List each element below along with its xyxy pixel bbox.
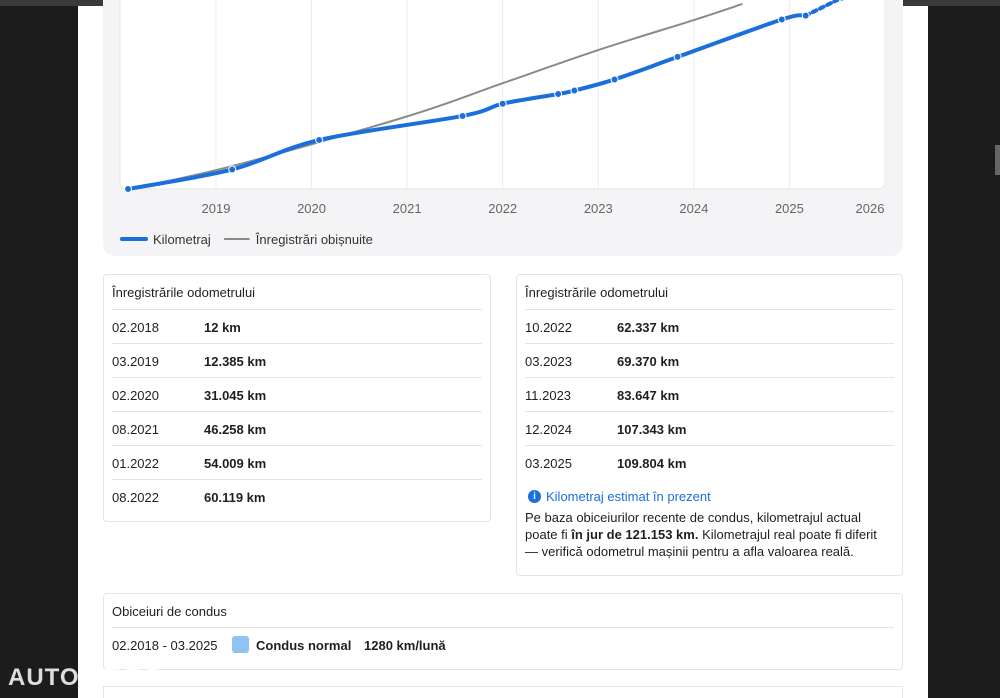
km-value: 12 km [204, 320, 241, 335]
estimate-text: Pe baza obiceiurilor recente de condus, … [525, 509, 885, 560]
km-value: 62.337 km [617, 320, 680, 335]
x-tick-label: 2026 [856, 201, 885, 216]
date: 02.2018 [112, 320, 159, 335]
text-bold: în jur de 121.153 km. [571, 527, 699, 542]
habits-title: Obiceiuri de condus [112, 604, 227, 619]
point [673, 52, 682, 61]
km-value: 83.647 km [617, 388, 680, 403]
table-row: 10.2022 62.337 km [525, 309, 894, 344]
km-value: 31.045 km [204, 388, 267, 403]
series-line [128, 3, 743, 190]
table-row: 08.2022 60.119 km [112, 479, 482, 514]
table-row: 12.2024 107.343 km [525, 411, 894, 446]
table-row: 11.2023 83.647 km [525, 377, 894, 412]
table-row: 02.2018 12 km [112, 309, 482, 344]
date: 11.2023 [525, 388, 572, 403]
point [777, 15, 786, 24]
date: 10.2022 [525, 320, 572, 335]
info-icon: i [528, 490, 541, 503]
table-row: 03.2025 109.804 km [525, 445, 894, 480]
point [458, 111, 467, 120]
km-value: 107.343 km [617, 422, 687, 437]
date: 08.2021 [112, 422, 159, 437]
x-tick-label: 2023 [584, 201, 613, 216]
km-value: 54.009 km [204, 456, 267, 471]
habit-swatch [232, 636, 249, 653]
odometer-table-right: Înregistrările odometrului i Kilometraj … [516, 274, 903, 576]
text: Pe baza obiceiurilor recente de condus, … [525, 510, 862, 542]
habit-rate: 1280 km/lună [364, 638, 446, 653]
x-tick-label: 2019 [202, 201, 231, 216]
table-row: 02.2020 31.045 km [112, 377, 482, 412]
point [838, 0, 846, 2]
x-tick-label: 2021 [393, 201, 422, 216]
date: 03.2025 [525, 456, 572, 471]
date: 02.2020 [112, 388, 159, 403]
x-tick-label: 2020 [297, 201, 326, 216]
point [554, 90, 563, 99]
table-row: 01.2022 54.009 km [112, 445, 482, 480]
table-row: 03.2019 12.385 km [112, 343, 482, 378]
km-value: 69.370 km [617, 354, 680, 369]
habit-label: Condus normal [256, 638, 352, 653]
date: 03.2023 [525, 354, 572, 369]
date: 03.2019 [112, 354, 159, 369]
series-line [126, 13, 808, 191]
legend-label: Înregistrări obișnuite [255, 232, 373, 247]
point [498, 99, 507, 108]
x-tick-label: 2025 [775, 201, 804, 216]
km-value: 109.804 km [617, 456, 687, 471]
date: 01.2022 [112, 456, 159, 471]
point [228, 165, 237, 174]
point [315, 135, 324, 144]
point [124, 184, 133, 193]
km-value: 60.119 km [204, 490, 266, 505]
table-title: Înregistrările odometrului [112, 285, 256, 300]
km-value: 12.385 km [204, 354, 267, 369]
date: 12.2024 [525, 422, 572, 437]
x-tick-label: 2024 [679, 201, 708, 216]
legend-label: Kilometraj [153, 232, 211, 247]
estimate-title: Kilometraj estimat în prezent [546, 489, 711, 504]
odometer-table-left: Înregistrările odometrului 02.2018 12 km 0… [103, 274, 491, 522]
period: 02.2018 - 03.2025 [112, 638, 218, 653]
point [610, 75, 619, 84]
next-card [103, 686, 903, 698]
chart: 2019 2020 2021 2022 2023 2024 2025 2026 Kilometr… [103, 0, 903, 256]
table-row: 03.2023 69.370 km [525, 343, 894, 378]
table-row: 08.2021 46.258 km [112, 411, 482, 446]
date: 08.2022 [112, 490, 159, 505]
text: Kilometrajul real poate fi diferit — ver… [525, 527, 877, 559]
scrollbar [995, 145, 1000, 175]
separator [112, 627, 894, 628]
km-value: 46.258 km [204, 422, 267, 437]
point [570, 86, 579, 95]
table-title: Înregistrările odometrului [525, 285, 669, 300]
x-tick-label: 2022 [488, 201, 517, 216]
watermark: AUTOVIT.RO [8, 664, 163, 691]
point [801, 11, 810, 20]
habits-card: Obiceiuri de condus 02.2018 - 03.2025 Co… [103, 593, 903, 670]
